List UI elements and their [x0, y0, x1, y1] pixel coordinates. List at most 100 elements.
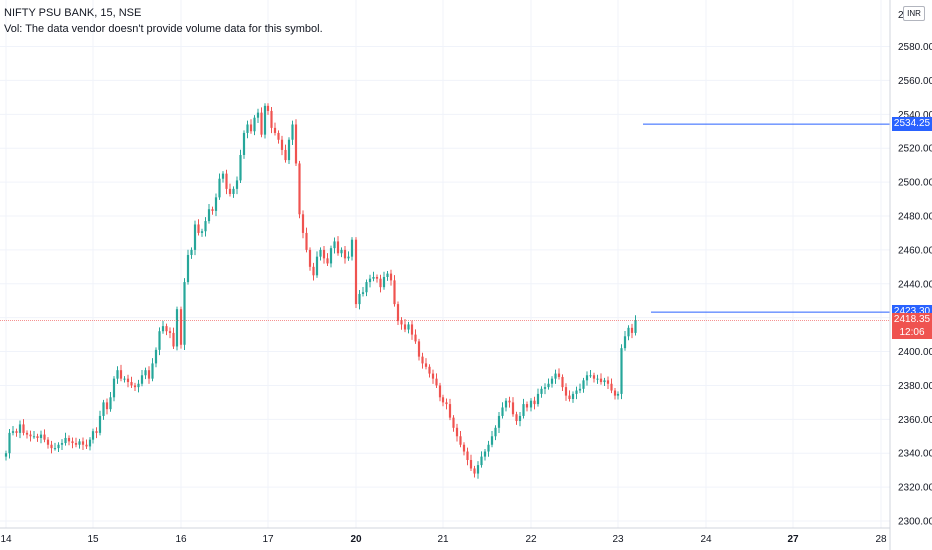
x-tick-label: 24: [700, 534, 712, 545]
x-tick-label: 15: [87, 534, 99, 545]
candle-body: [529, 400, 533, 408]
candle-body: [340, 249, 343, 254]
candle-body: [386, 273, 389, 277]
candle-body: [140, 375, 144, 384]
candle-body: [144, 370, 147, 376]
y-tick-label: 2540.00: [898, 110, 932, 121]
candle-body: [568, 395, 571, 399]
candle-body: [326, 258, 329, 264]
price-tag-countdown: 12:06: [899, 327, 925, 339]
candle-body: [161, 326, 165, 332]
candle-body: [294, 124, 298, 164]
candle-body: [232, 188, 235, 194]
candle-body: [554, 373, 557, 379]
candle-body: [22, 424, 25, 433]
y-tick-label: 2520.00: [898, 144, 932, 155]
candle-body: [610, 383, 613, 391]
x-tick-label: 20: [350, 534, 362, 545]
candle-body: [71, 441, 74, 444]
y-tick-label: 2320.00: [898, 483, 932, 494]
candle-body: [592, 375, 596, 379]
candle-body: [490, 436, 494, 445]
candle-body: [361, 292, 365, 294]
y-tick-label: 2440.00: [898, 279, 932, 290]
candle-body: [368, 278, 372, 283]
candle-body: [571, 393, 575, 399]
candle-body: [540, 388, 543, 394]
candle-body: [469, 459, 473, 469]
x-tick-label: 14: [0, 534, 12, 545]
candle-body: [634, 320, 637, 333]
candle-body: [109, 397, 112, 410]
candle-body: [393, 280, 396, 305]
candle-body: [246, 124, 249, 133]
volume-note: Vol: The data vendor doesn't provide vol…: [4, 23, 323, 35]
y-tick-label: 2360.00: [898, 415, 932, 426]
x-tick-label: 16: [175, 534, 187, 545]
candle-body: [347, 256, 350, 259]
candle-body: [308, 249, 312, 267]
candlestick-series: [4, 103, 637, 479]
candle-body: [613, 390, 617, 396]
candle-body: [165, 326, 168, 332]
y-tick-label: 2300.00: [898, 517, 932, 528]
candle-body: [8, 432, 11, 454]
candle-body: [39, 434, 43, 438]
candle-body: [298, 163, 301, 215]
candle-body: [315, 256, 319, 276]
candle-body: [589, 375, 592, 377]
candle-body: [214, 197, 218, 211]
candle-body: [197, 224, 200, 233]
candle-body: [32, 436, 36, 438]
candle-body: [287, 139, 291, 161]
candle-body: [126, 378, 130, 383]
candle-body: [483, 451, 487, 457]
candle-body: [365, 282, 368, 293]
candle-body: [448, 404, 452, 418]
y-tick-label: 2380.00: [898, 381, 932, 392]
candle-body: [466, 451, 469, 460]
y-tick-label: 2580.00: [898, 42, 932, 53]
candle-body: [211, 209, 214, 211]
candle-body: [329, 248, 333, 264]
candle-body: [441, 397, 445, 403]
candle-body: [147, 370, 151, 379]
candle-body: [284, 149, 287, 161]
candle-body: [260, 112, 263, 135]
candle-body: [599, 378, 603, 383]
candle-body: [301, 214, 305, 233]
currency-badge[interactable]: INR: [903, 6, 925, 21]
candle-body: [536, 393, 540, 405]
y-tick-label: 2340.00: [898, 449, 932, 460]
candle-body: [550, 378, 554, 384]
candle-body: [102, 402, 105, 416]
candle-body: [263, 105, 267, 135]
chart-title: NIFTY PSU BANK, 15, NSE: [4, 7, 142, 19]
x-tick-label: 27: [787, 534, 799, 545]
candle-body: [133, 385, 137, 388]
y-tick-label: 2500.00: [898, 178, 932, 189]
candle-body: [501, 407, 504, 416]
candle-body: [186, 254, 190, 283]
candle-body: [322, 249, 326, 259]
candle-body: [85, 444, 88, 447]
candle-body: [190, 249, 193, 255]
candle-body: [18, 424, 22, 433]
candle-body: [280, 139, 284, 150]
candle-body: [511, 402, 515, 415]
candle-body: [459, 436, 462, 445]
candle-body: [396, 304, 400, 322]
candle-body: [168, 331, 172, 333]
candle-body: [270, 110, 273, 128]
candle-body: [57, 444, 60, 449]
candle-body: [151, 363, 154, 379]
candle-body: [379, 278, 382, 288]
candle-body: [154, 349, 158, 364]
horizontal-levels[interactable]: [0, 123, 890, 321]
candle-body: [354, 239, 358, 305]
candle-body: [438, 385, 442, 398]
candle-body: [525, 404, 529, 408]
candle-body: [522, 404, 525, 416]
